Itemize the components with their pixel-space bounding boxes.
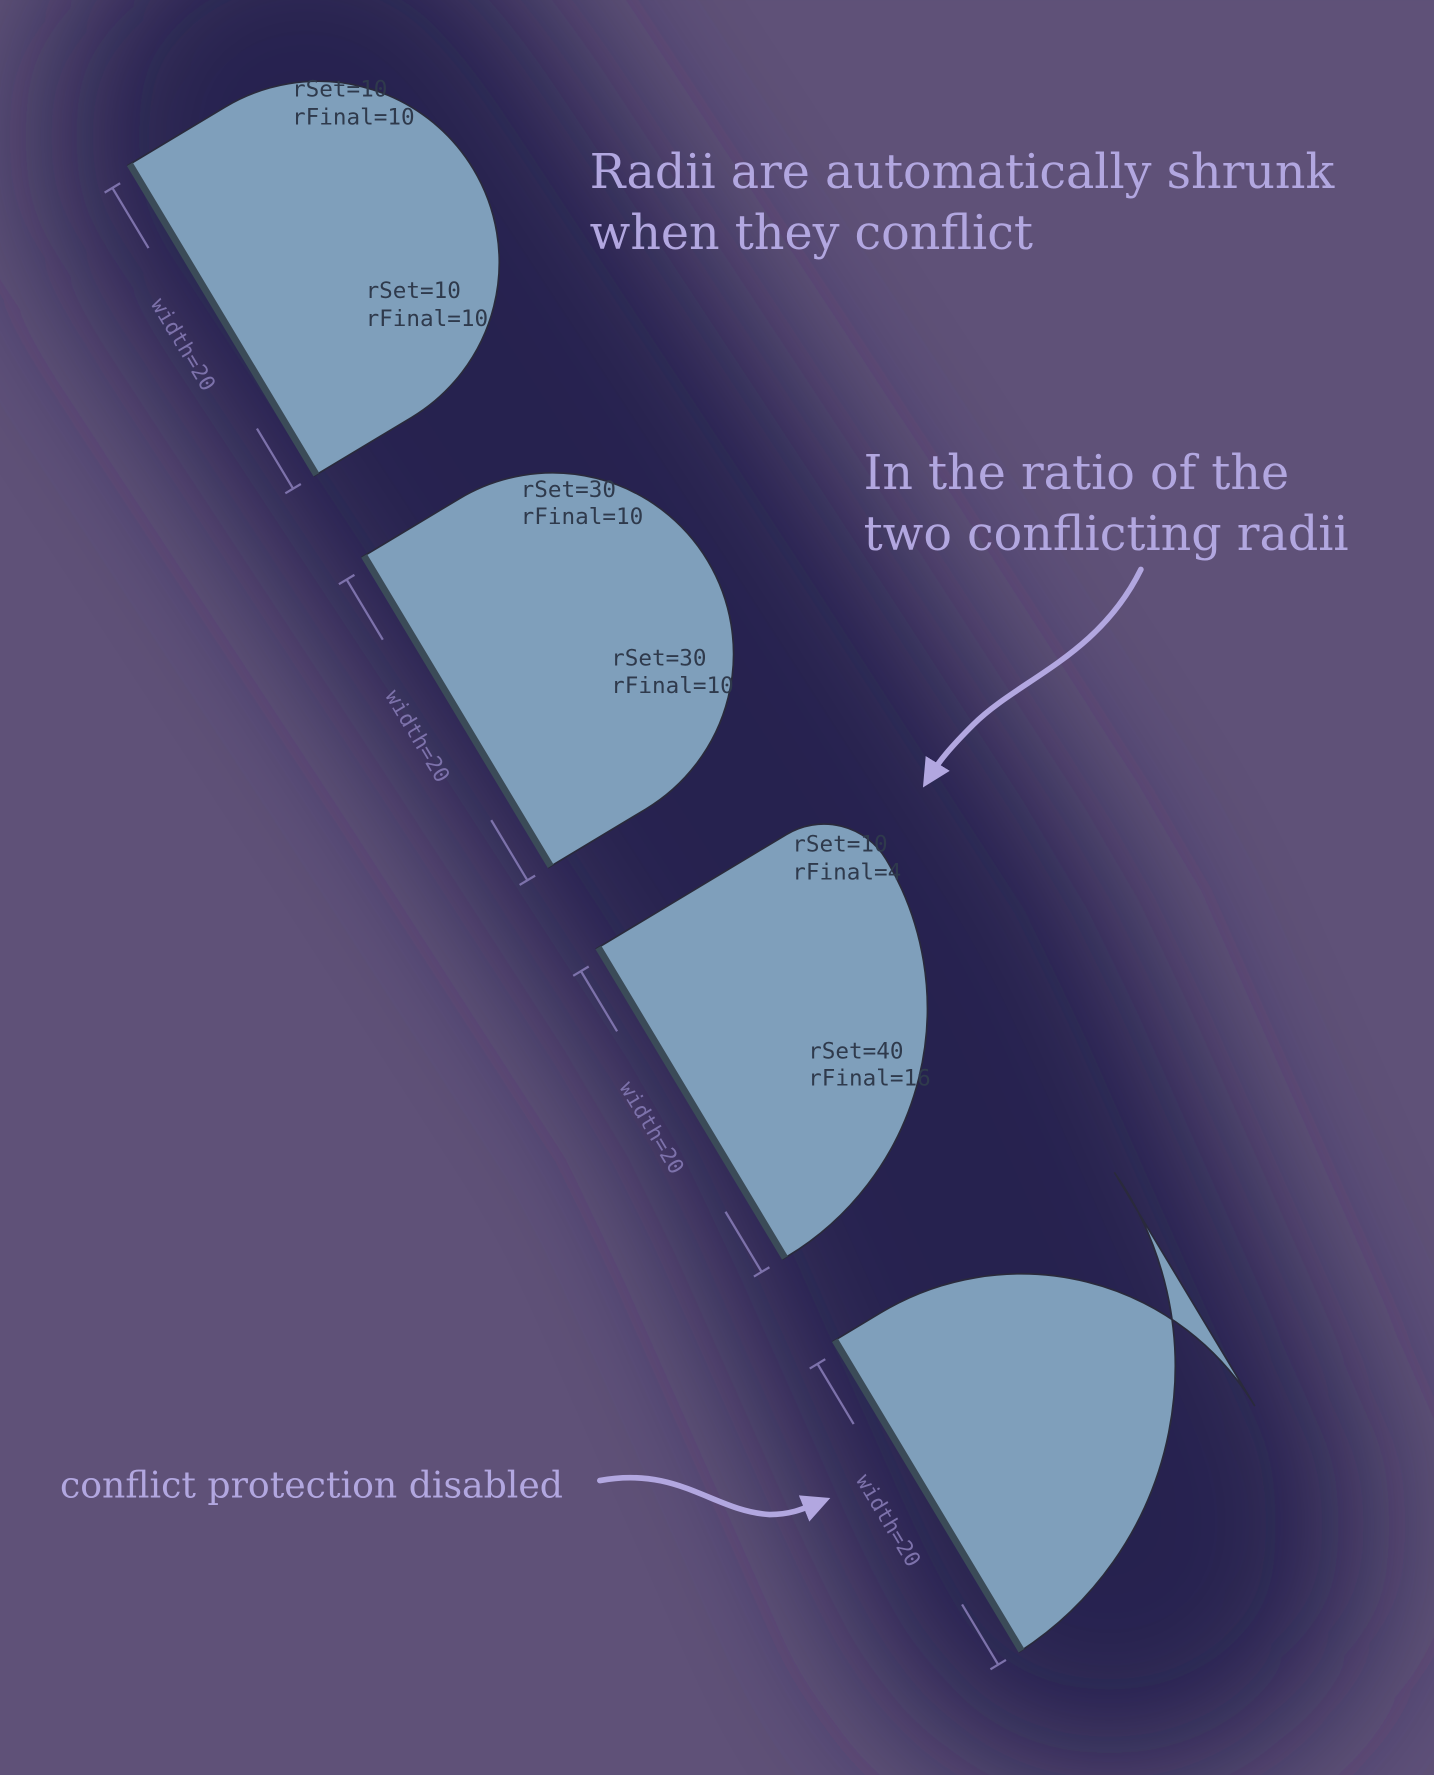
shape-2-bottom-rfinal: rFinal=10 (611, 673, 734, 699)
shape-1-left-edge (126, 162, 320, 477)
title-line-1: Radii are automatically shrunk (590, 145, 1336, 200)
ratio-arrow-icon (922, 566, 1144, 788)
ratio-note-line-1: In the ratio of the (864, 446, 1290, 501)
shape-3-top-rfinal: rFinal=4 (792, 860, 901, 886)
shadow-band (45, 0, 1370, 1775)
width-dimension-3 (572, 965, 770, 1278)
shape-1-body (126, 80, 501, 478)
width-dimension-1 (104, 182, 302, 495)
ratio-note-line-2: two conflicting radii (864, 507, 1349, 562)
disabled-note: conflict protection disabled (60, 1464, 563, 1507)
shape-1-top-rset: rSet=10 (292, 76, 387, 102)
shape-3-bottom-rset: rSet=40 (808, 1038, 903, 1064)
shape-2-left-edge (361, 554, 554, 869)
shape-1-bottom-rset: rSet=10 (366, 278, 461, 304)
shape-1-bottom-rfinal: rFinal=10 (366, 306, 489, 332)
shape-2-body (361, 472, 735, 869)
width-dimension-2 (338, 573, 536, 886)
width-dimension-4 (809, 1358, 1007, 1671)
shape-3-body (595, 823, 929, 1261)
shape-4-body (831, 1171, 1256, 1653)
disabled-arrow-icon (597, 1474, 831, 1522)
shape-1-top-rfinal: rFinal=10 (292, 105, 415, 131)
shape-4-left-edge (832, 1338, 1025, 1653)
shape-3-left-edge (595, 945, 788, 1260)
title-line-2: when they conflict (590, 206, 1033, 261)
shape-2-top-rfinal: rFinal=10 (521, 504, 644, 530)
shape-2-top-rset: rSet=30 (521, 477, 616, 503)
shape-3-bottom-rfinal: rFinal=16 (808, 1066, 931, 1092)
shape-3-top-rset: rSet=10 (792, 831, 887, 857)
shape-2-bottom-rset: rSet=30 (611, 646, 706, 672)
